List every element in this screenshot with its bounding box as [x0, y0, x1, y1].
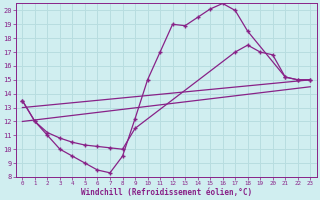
X-axis label: Windchill (Refroidissement éolien,°C): Windchill (Refroidissement éolien,°C): [81, 188, 252, 197]
